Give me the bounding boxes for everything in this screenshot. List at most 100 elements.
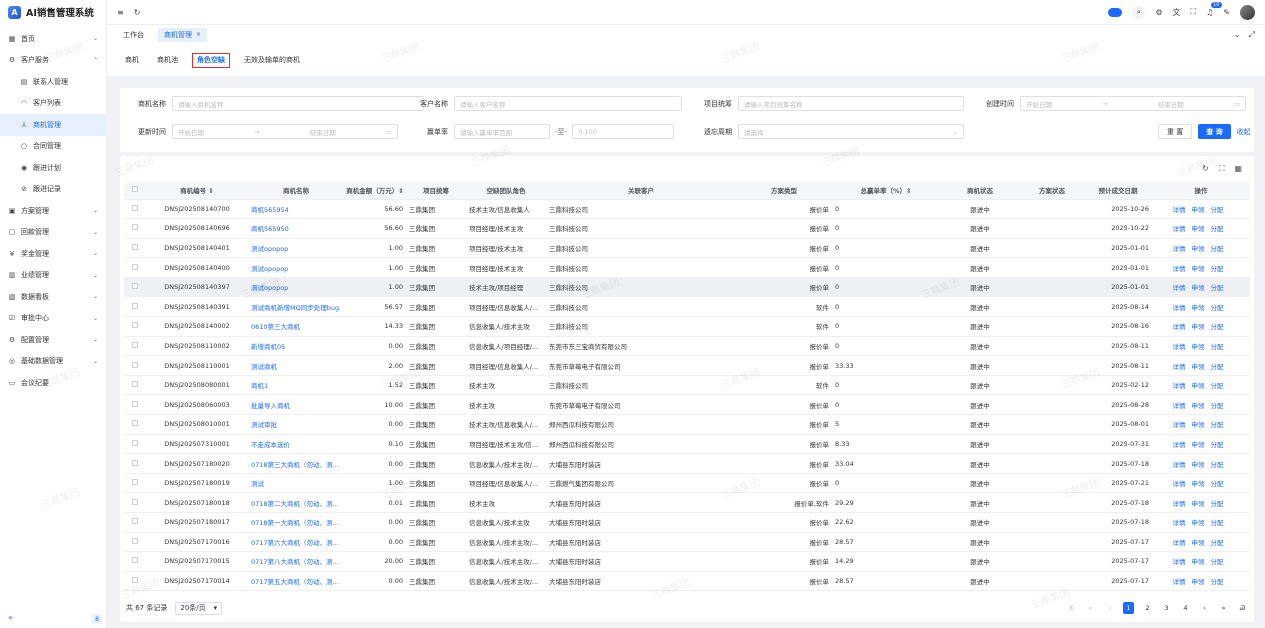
cell-name-link[interactable]: 商机565950 bbox=[248, 218, 344, 239]
row-checkbox[interactable] bbox=[132, 400, 138, 407]
assign-link[interactable]: 分配 bbox=[1210, 480, 1224, 489]
row-checkbox-cell[interactable] bbox=[124, 316, 146, 337]
assign-link[interactable]: 分配 bbox=[1210, 499, 1224, 508]
tab-workbench[interactable]: 工作台 bbox=[123, 30, 144, 39]
expand-icon[interactable]: ⤢ bbox=[1248, 29, 1255, 39]
detail-link[interactable]: 详情 bbox=[1172, 578, 1186, 587]
first-page-icon[interactable]: K bbox=[1069, 604, 1074, 612]
row-checkbox-cell[interactable] bbox=[124, 257, 146, 278]
settings-icon[interactable]: ⚙ bbox=[1155, 7, 1163, 17]
detail-link[interactable]: 详情 bbox=[1172, 244, 1186, 253]
assign-link[interactable]: 分配 bbox=[1210, 303, 1224, 312]
updated-date-range[interactable]: 开始日期 → 结束日期 ▭ bbox=[172, 124, 398, 139]
cell-name-link[interactable]: 商机1 bbox=[248, 375, 344, 396]
claim-link[interactable]: 申领 bbox=[1191, 284, 1205, 293]
page-3[interactable]: 3 bbox=[1164, 604, 1169, 612]
cell-name-link[interactable]: 批量导入商机 bbox=[248, 394, 344, 416]
sidebar-item[interactable]: ▧ 数据看板 ⌄ bbox=[0, 286, 106, 308]
sidebar-item[interactable]: ⅄ 商机管理 bbox=[0, 114, 106, 136]
detail-link[interactable]: 详情 bbox=[1172, 284, 1186, 293]
assign-link[interactable]: 分配 bbox=[1210, 244, 1224, 253]
row-checkbox[interactable] bbox=[132, 283, 138, 290]
sidebar-toggle-icon[interactable]: 8 bbox=[92, 614, 102, 624]
row-checkbox[interactable] bbox=[132, 361, 138, 368]
close-icon[interactable]: × bbox=[196, 31, 202, 38]
sidebar-item[interactable]: ¥ 奖金管理 ⌄ bbox=[0, 243, 106, 265]
cell-name-link[interactable]: 0717第五大商机（勿动、测试... bbox=[248, 571, 344, 592]
cell-name-link[interactable]: 新增商机05 bbox=[248, 336, 344, 357]
row-checkbox-cell[interactable] bbox=[124, 473, 146, 494]
page-2[interactable]: 2 bbox=[1145, 604, 1150, 612]
last-page-icon[interactable]: Ꮚ bbox=[1239, 603, 1246, 612]
claim-link[interactable]: 申领 bbox=[1191, 342, 1205, 351]
detail-link[interactable]: 详情 bbox=[1172, 401, 1186, 410]
subtab-invalid[interactable]: 无效及输单的商机 bbox=[244, 56, 300, 64]
fullscreen-icon[interactable]: ⛶ bbox=[1190, 7, 1197, 16]
row-checkbox[interactable] bbox=[132, 479, 138, 486]
row-checkbox-cell[interactable] bbox=[124, 414, 146, 435]
tab-opportunity[interactable]: 商机管理 × bbox=[158, 27, 208, 42]
claim-link[interactable]: 申领 bbox=[1191, 303, 1205, 312]
detail-link[interactable]: 详情 bbox=[1172, 342, 1186, 351]
detail-link[interactable]: 详情 bbox=[1172, 205, 1186, 214]
claim-link[interactable]: 申领 bbox=[1191, 440, 1205, 449]
detail-link[interactable]: 详情 bbox=[1172, 538, 1186, 547]
sidebar-item[interactable]: ▥ 业绩管理 ⌄ bbox=[0, 265, 106, 287]
sidebar-item[interactable]: ▭ 会议纪要 bbox=[0, 372, 106, 394]
row-checkbox[interactable] bbox=[132, 537, 138, 544]
row-checkbox-cell[interactable] bbox=[124, 218, 146, 239]
row-checkbox-cell[interactable] bbox=[124, 238, 146, 259]
cell-name-link[interactable]: 测试opopop bbox=[248, 257, 344, 278]
row-checkbox-cell[interactable] bbox=[124, 453, 146, 474]
refresh-icon[interactable]: ↻ bbox=[133, 7, 141, 17]
row-checkbox-cell[interactable] bbox=[124, 434, 146, 455]
search-button[interactable]: 查 询 bbox=[1198, 124, 1231, 139]
cell-name-link[interactable]: 0718第一大商机（勿动、测试... bbox=[248, 512, 344, 533]
subtab-role-vacancy[interactable]: 角色空缺 bbox=[192, 52, 230, 68]
assign-link[interactable]: 分配 bbox=[1210, 538, 1224, 547]
row-checkbox[interactable] bbox=[132, 263, 138, 270]
claim-link[interactable]: 申领 bbox=[1191, 401, 1205, 410]
tools-icon[interactable]: ✎ bbox=[1223, 7, 1230, 17]
assign-link[interactable]: 分配 bbox=[1210, 519, 1224, 528]
claim-link[interactable]: 申领 bbox=[1191, 264, 1205, 273]
row-checkbox-cell[interactable] bbox=[124, 355, 146, 376]
detail-link[interactable]: 详情 bbox=[1172, 303, 1186, 312]
sidebar-item[interactable]: ☑ 审批中心 ⌄ bbox=[0, 308, 106, 330]
sidebar-item[interactable]: ⚙ 客户服务 ⌃ bbox=[0, 50, 106, 72]
menu-toggle-icon[interactable]: ≡ bbox=[117, 7, 124, 17]
sidebar-item[interactable]: ⚙ 配置管理 ⌄ bbox=[0, 329, 106, 351]
claim-link[interactable]: 申领 bbox=[1191, 421, 1205, 430]
row-checkbox-cell[interactable] bbox=[124, 336, 146, 357]
assign-link[interactable]: 分配 bbox=[1210, 382, 1224, 391]
detail-link[interactable]: 详情 bbox=[1172, 323, 1186, 332]
sidebar-item[interactable]: ◠ 客户列表 bbox=[0, 93, 106, 115]
app-logo[interactable]: A AI销售管理系统 bbox=[0, 0, 106, 24]
column-header[interactable] bbox=[124, 182, 146, 200]
cell-name-link[interactable]: 测试审批 bbox=[248, 414, 344, 435]
cell-name-link[interactable]: 商机565954 bbox=[248, 199, 344, 220]
row-checkbox-cell[interactable] bbox=[124, 277, 146, 298]
rate-min-input[interactable]: 请输入赢单率范围 bbox=[454, 124, 550, 139]
assign-link[interactable]: 分配 bbox=[1210, 362, 1224, 371]
reset-button[interactable]: 重 置 bbox=[1158, 124, 1193, 139]
column-settings-icon[interactable]: ▦ bbox=[1234, 164, 1242, 173]
claim-link[interactable]: 申领 bbox=[1191, 382, 1205, 391]
collapse-sidebar-icon[interactable]: « bbox=[8, 613, 13, 622]
row-checkbox[interactable] bbox=[132, 557, 138, 564]
assign-link[interactable]: 分配 bbox=[1210, 578, 1224, 587]
project-coordinator-input[interactable]: 请输入项目统筹名称 bbox=[738, 96, 964, 111]
row-checkbox[interactable] bbox=[132, 381, 138, 388]
sidebar-item[interactable]: ▤ 联系人管理 bbox=[0, 71, 106, 93]
assign-link[interactable]: 分配 bbox=[1210, 225, 1224, 234]
row-checkbox[interactable] bbox=[132, 577, 138, 584]
row-checkbox[interactable] bbox=[132, 420, 138, 427]
assign-link[interactable]: 分配 bbox=[1210, 401, 1224, 410]
assign-link[interactable]: 分配 bbox=[1210, 205, 1224, 214]
next-group-icon[interactable]: » bbox=[1221, 604, 1226, 612]
created-date-range[interactable]: 开始日期 → 结束日期 ▭ bbox=[1020, 96, 1246, 111]
assign-link[interactable]: 分配 bbox=[1210, 460, 1224, 469]
row-checkbox[interactable] bbox=[132, 439, 138, 446]
assign-link[interactable]: 分配 bbox=[1210, 264, 1224, 273]
detail-link[interactable]: 详情 bbox=[1172, 264, 1186, 273]
